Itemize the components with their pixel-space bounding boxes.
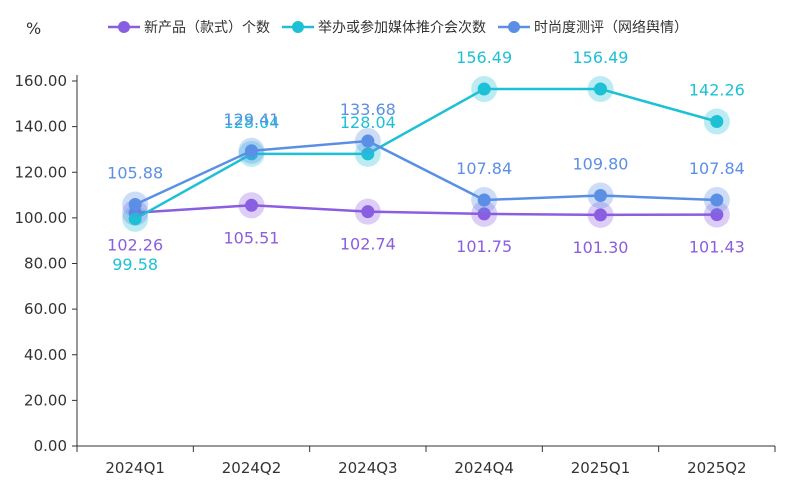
data-label: 107.84 <box>689 159 745 178</box>
y-tick-label: 20.00 <box>24 391 67 409</box>
series-2 <box>122 76 730 232</box>
series-line <box>135 204 717 217</box>
legend-label: 新产品（款式）个数 <box>144 20 270 36</box>
legend-item-2: 举办或参加媒体推介会次数 <box>282 19 486 36</box>
data-labels: 102.26 105.51 102.74 101.75 101.30 101.43 99.5… <box>107 48 745 274</box>
legend-item-3: 时尚度测评（网络舆情） <box>498 20 688 36</box>
y-tick-label: 60.00 <box>24 300 67 318</box>
series-line <box>134 139 717 206</box>
data-point <box>361 134 375 148</box>
x-tick-label: 2025Q1 <box>571 459 631 477</box>
x-tick-label: 2025Q2 <box>687 459 747 477</box>
data-label: 101.30 <box>573 238 629 257</box>
series-1 <box>122 192 730 228</box>
data-label: 107.84 <box>456 159 512 178</box>
series-3 <box>122 128 730 218</box>
data-label: 128.04 <box>340 113 396 132</box>
y-tick-label: 160.00 <box>15 72 68 90</box>
data-point <box>245 198 258 212</box>
data-label: 105.88 <box>107 163 163 182</box>
data-label: 156.49 <box>573 48 629 67</box>
legend-item-1: 新产品（款式）个数 <box>108 20 270 36</box>
x-tick-label: 2024Q1 <box>105 459 165 477</box>
data-point <box>594 208 607 222</box>
data-label: 105.51 <box>224 228 280 247</box>
data-label: 99.58 <box>112 255 158 274</box>
data-point <box>361 147 375 161</box>
data-point <box>710 208 724 222</box>
y-tick-label: 40.00 <box>24 346 67 364</box>
data-label: 133.68 <box>340 100 396 119</box>
legend-marker <box>292 21 304 33</box>
data-label: 101.75 <box>456 237 512 256</box>
legend-label: 举办或参加媒体推介会次数 <box>318 19 486 36</box>
data-label: 102.26 <box>107 236 163 255</box>
data-point <box>361 205 375 219</box>
data-point <box>710 114 724 128</box>
data-point <box>477 193 491 207</box>
data-point <box>594 82 607 96</box>
series-line <box>134 87 718 220</box>
x-tick-label: 2024Q2 <box>222 459 282 477</box>
data-label: 102.74 <box>340 235 396 254</box>
data-point <box>594 189 607 203</box>
y-tick-label: 100.00 <box>15 209 68 227</box>
data-label: 109.80 <box>573 155 629 174</box>
x-tick-label: 2024Q3 <box>338 459 398 477</box>
data-label: 101.43 <box>689 238 745 257</box>
y-tick-label: 80.00 <box>24 255 67 273</box>
data-label: 128.04 <box>224 113 280 132</box>
legend-marker <box>118 21 130 33</box>
legend: 新产品（款式）个数 举办或参加媒体推介会次数 时尚度测评（网络舆情） <box>108 19 688 36</box>
data-point <box>477 82 491 96</box>
y-axis-unit-label: % <box>26 19 41 38</box>
y-tick-label: 0.00 <box>34 437 67 455</box>
data-label: 129.41 <box>224 110 280 129</box>
data-point <box>477 207 491 221</box>
x-tick-label: 2024Q4 <box>454 459 514 477</box>
y-tick-label: 140.00 <box>15 118 68 136</box>
data-label: 142.26 <box>689 80 745 99</box>
data-point <box>710 193 724 207</box>
y-tick-label: 120.00 <box>15 163 68 181</box>
series-layer <box>122 76 730 232</box>
data-point <box>245 144 258 158</box>
data-point <box>128 197 142 211</box>
data-point <box>128 212 142 226</box>
data-label: 156.49 <box>456 48 512 67</box>
axes: 0.00 20.00 40.00 60.00 80.00 100.00 120.00 140.… <box>15 72 776 477</box>
legend-marker <box>508 21 520 33</box>
legend-label: 时尚度测评（网络舆情） <box>534 20 688 36</box>
